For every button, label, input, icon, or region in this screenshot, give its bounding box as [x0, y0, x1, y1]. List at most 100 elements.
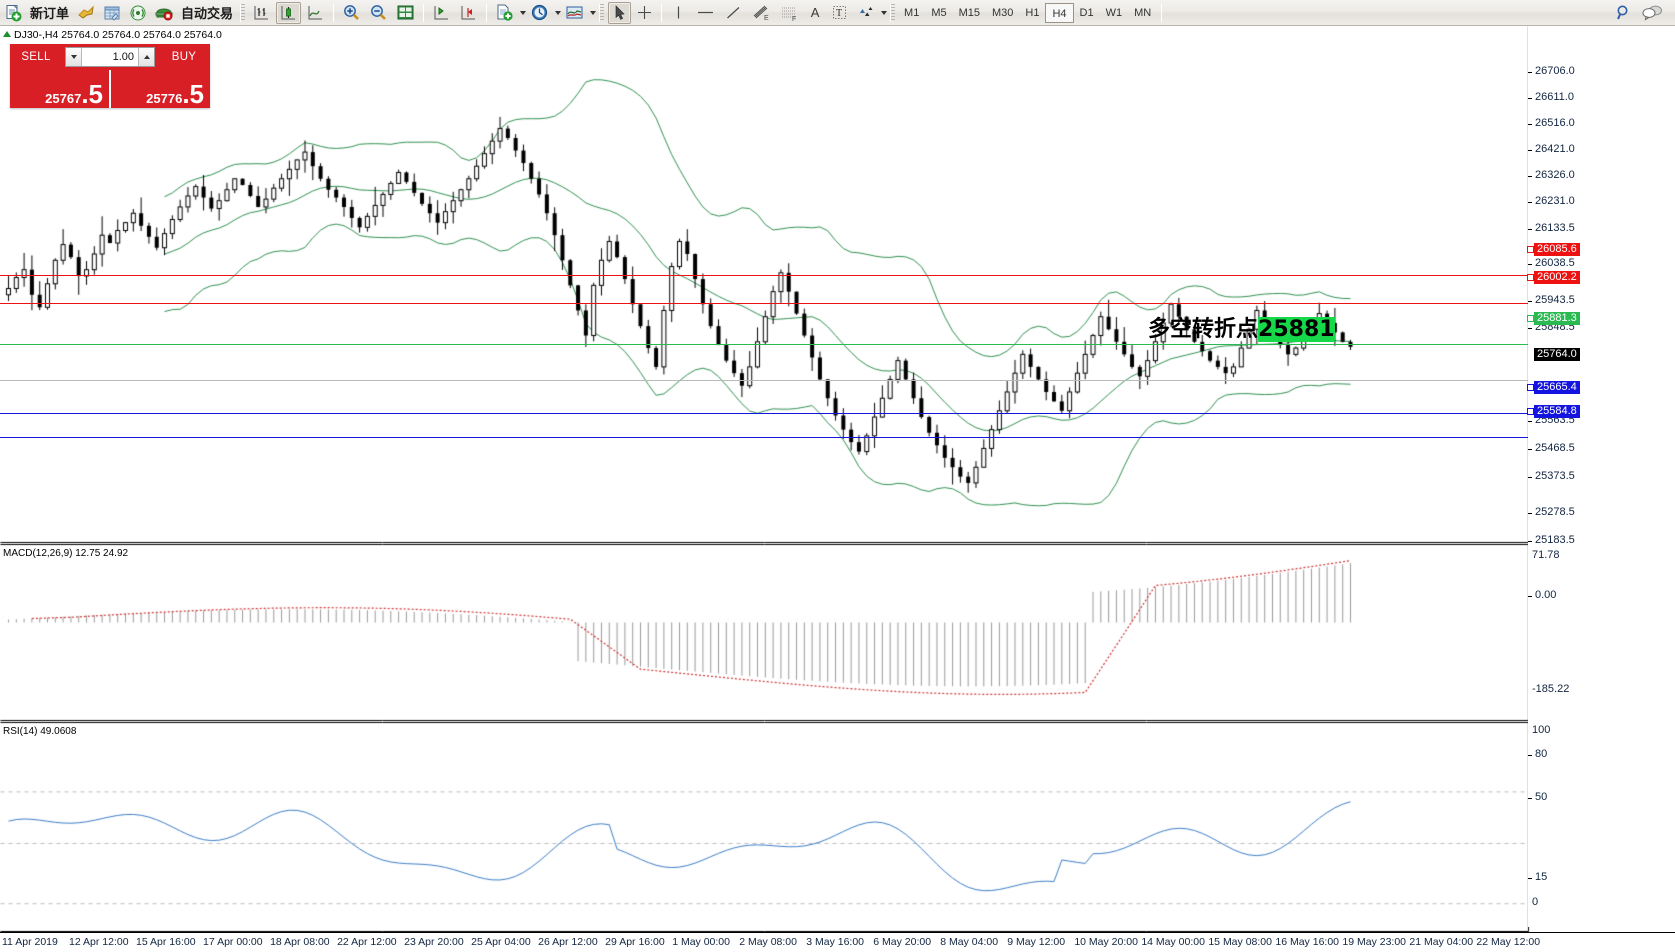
- text-icon[interactable]: A: [810, 5, 820, 20]
- date-tick-label: 22 May 12:00: [1476, 936, 1541, 948]
- vertical-line-icon[interactable]: [667, 2, 690, 24]
- new-chart-dropdown-icon[interactable]: [520, 10, 527, 15]
- zoom-in-icon[interactable]: [339, 2, 364, 24]
- crosshair-icon[interactable]: [633, 2, 656, 24]
- price-tick: 25468.5: [1528, 442, 1675, 454]
- tab-timeframe-m5[interactable]: M5: [931, 6, 947, 19]
- tab-timeframe-m30[interactable]: M30: [992, 6, 1014, 19]
- price-line-pivot[interactable]: [0, 344, 1528, 345]
- date-tick-label: 10 May 20:00: [1074, 936, 1138, 948]
- price-label-pivot[interactable]: 25881.3: [1534, 312, 1580, 325]
- new-order-label[interactable]: 新订单: [30, 6, 70, 21]
- fibonacci-icon[interactable]: F: [776, 2, 802, 24]
- price-label-resistance-2[interactable]: 26002.2: [1534, 271, 1580, 284]
- price-line-resistance-1[interactable]: [0, 275, 1528, 276]
- autotrading-icon[interactable]: [152, 2, 176, 24]
- volume-up-icon[interactable]: [138, 48, 154, 66]
- templates-icon[interactable]: [562, 2, 587, 24]
- price-line-handle[interactable]: [1527, 274, 1534, 281]
- price-label-resistance-1[interactable]: 26085.6: [1534, 243, 1580, 256]
- macd-tick-min: -185.22: [1532, 683, 1570, 695]
- volume-down-icon[interactable]: [66, 48, 82, 66]
- text-label-icon[interactable]: T: [828, 2, 851, 24]
- new-chart-icon[interactable]: [492, 2, 517, 24]
- toolbar-grip-1[interactable]: [240, 3, 246, 22]
- objects-icon[interactable]: [853, 2, 878, 24]
- templates-dropdown-icon[interactable]: [590, 10, 597, 15]
- signals-icon[interactable]: [126, 2, 150, 24]
- data-window-icon[interactable]: [100, 2, 124, 24]
- new-order-icon[interactable]: [1, 2, 25, 24]
- chart-annotation[interactable]: 多空转折点25881: [1148, 311, 1335, 343]
- tab-timeframe-w1[interactable]: W1: [1105, 6, 1123, 19]
- zoom-out-icon[interactable]: [366, 2, 391, 24]
- svg-text:T: T: [836, 8, 842, 19]
- candlestick-chart-icon[interactable]: [276, 1, 302, 24]
- tab-timeframe-mn[interactable]: MN: [1134, 6, 1152, 19]
- svg-text:F: F: [792, 16, 796, 22]
- octp-top-row: SELL 1.00 BUY: [10, 44, 210, 70]
- price-label-support-1[interactable]: 25665.4: [1534, 381, 1580, 394]
- trendline-icon[interactable]: [721, 2, 746, 24]
- auto-scroll-icon[interactable]: [456, 2, 481, 24]
- line-chart-icon[interactable]: [303, 2, 328, 24]
- price-tick-label: 26516.0: [1535, 117, 1575, 129]
- search-icon[interactable]: [1611, 2, 1636, 24]
- periodicity-icon[interactable]: [527, 2, 552, 24]
- price-label-support-2[interactable]: 25584.8: [1534, 405, 1580, 418]
- price-line-handle[interactable]: [1527, 384, 1534, 391]
- chart-area[interactable]: DJ30-,H4 25764.0 25764.0 25764.0 25764.0…: [0, 26, 1675, 952]
- cursor-icon[interactable]: [608, 1, 632, 24]
- price-tick-label: 26133.5: [1535, 222, 1575, 234]
- volume-container: 1.00: [62, 44, 158, 70]
- one-click-trading-panel[interactable]: SELL 1.00 BUY: [10, 44, 210, 108]
- buy-price-block[interactable]: 25776.5: [109, 70, 210, 108]
- price-line-resistance-2[interactable]: [0, 303, 1528, 304]
- chart-shift-icon[interactable]: [429, 2, 454, 24]
- chart-canvas[interactable]: [0, 26, 1675, 952]
- sell-price-dec: .5: [81, 79, 103, 109]
- price-line-handle[interactable]: [1527, 246, 1534, 253]
- bar-chart-icon[interactable]: [249, 2, 274, 24]
- tab-timeframe-h1[interactable]: H1: [1025, 6, 1040, 19]
- price-tick: 26231.0: [1528, 195, 1675, 207]
- rsi-tick-0: 0: [1532, 896, 1539, 908]
- toolbar-grip-2[interactable]: [599, 3, 605, 22]
- horizontal-line-icon[interactable]: [692, 2, 719, 24]
- volume-value[interactable]: 1.00: [112, 51, 134, 63]
- volume-stepper[interactable]: 1.00: [65, 47, 155, 67]
- price-line-handle[interactable]: [1527, 408, 1534, 415]
- date-tick-label: 25 Apr 04:00: [471, 936, 531, 948]
- date-tick-label: 18 Apr 08:00: [270, 936, 330, 948]
- objects-dropdown-icon[interactable]: [881, 10, 888, 15]
- grid-windows-icon[interactable]: [393, 2, 418, 24]
- autotrading-label[interactable]: 自动交易: [181, 6, 234, 21]
- sell-price-int: 25767: [45, 91, 82, 106]
- tab-timeframe-h4[interactable]: H4: [1045, 2, 1074, 23]
- chat-icon[interactable]: [1638, 2, 1668, 24]
- price-tick: 25278.5: [1528, 506, 1675, 518]
- date-tick-label: 21 May 04:00: [1409, 936, 1474, 948]
- tab-timeframe-m15[interactable]: M15: [958, 6, 980, 19]
- rsi-tick-80: 80: [1528, 748, 1675, 760]
- sell-button[interactable]: SELL: [10, 44, 62, 70]
- periodicity-dropdown-icon[interactable]: [555, 10, 562, 15]
- price-label-last-price[interactable]: 25764.0: [1534, 348, 1580, 361]
- toolbar-grip-3[interactable]: [890, 3, 896, 22]
- price-tick: 26516.0: [1528, 117, 1675, 129]
- price-scale[interactable]: 26706.0 26611.0 26516.0 26421.0 26326.0 26231…: [1527, 26, 1675, 927]
- buy-price-dec: .5: [182, 79, 204, 109]
- tab-timeframe-m1[interactable]: M1: [904, 6, 920, 19]
- price-line-support-2[interactable]: [0, 437, 1528, 438]
- price-line-handle[interactable]: [1527, 315, 1534, 322]
- tab-timeframe-d1[interactable]: D1: [1079, 6, 1094, 19]
- price-line-support-1[interactable]: [0, 413, 1528, 414]
- rsi-indicator-label: RSI(14) 49.0608: [3, 726, 77, 737]
- toolbar-separator-1: [333, 3, 335, 22]
- price-tick: 25848.5: [1528, 321, 1675, 333]
- equidistant-channel-icon[interactable]: E: [748, 2, 774, 24]
- sell-price-block[interactable]: 25767.5: [10, 70, 109, 108]
- indicators-icon[interactable]: [74, 2, 98, 24]
- buy-button[interactable]: BUY: [158, 44, 210, 70]
